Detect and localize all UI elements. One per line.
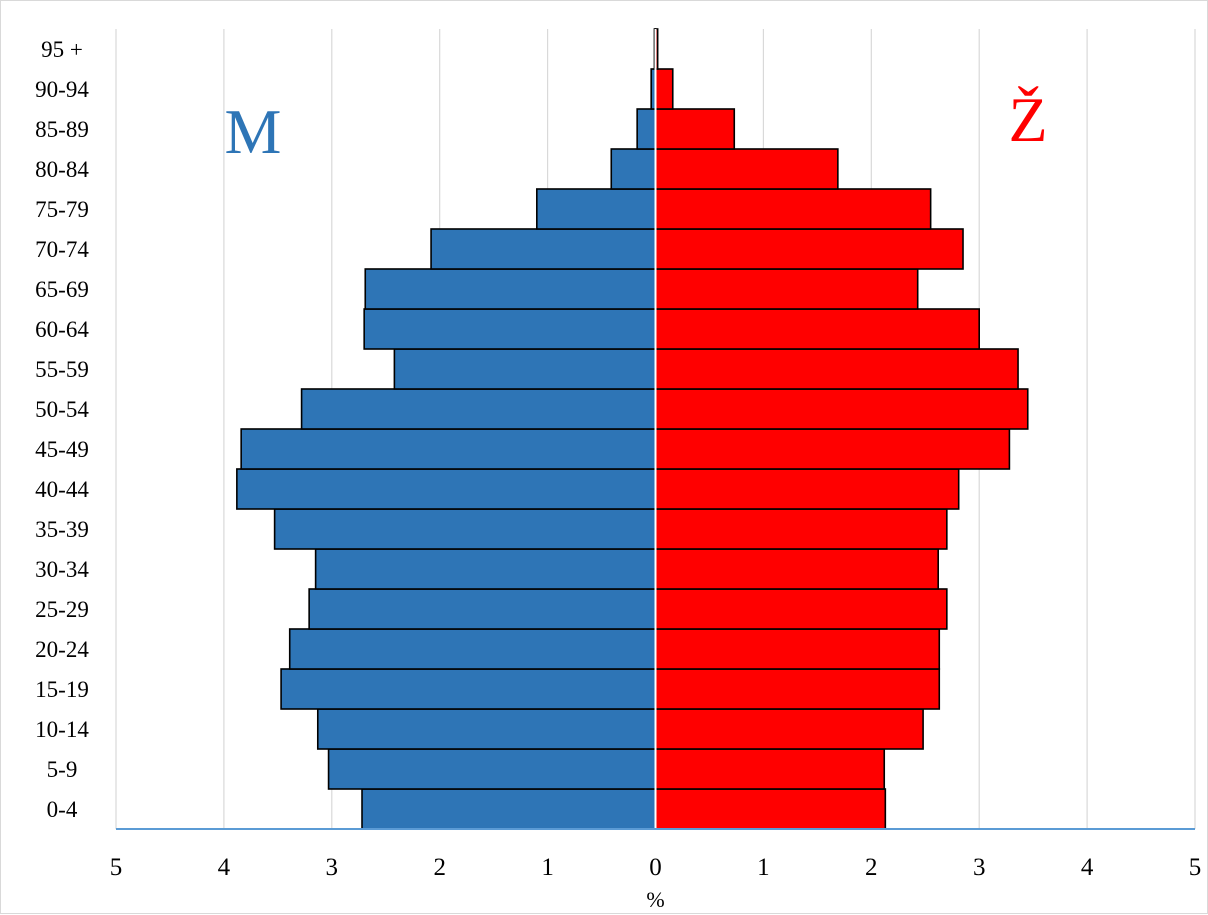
bar-male: [314, 548, 657, 590]
x-tick-label: 0: [649, 854, 662, 881]
category-label: 60-64: [35, 317, 89, 342]
x-tick-label: 4: [1081, 854, 1094, 881]
category-label: 70-74: [35, 237, 89, 262]
x-tick-label: 3: [326, 854, 339, 881]
category-label: 20-24: [35, 637, 89, 662]
bar-male: [273, 508, 657, 550]
bar-male: [361, 788, 657, 830]
category-label: 25-29: [35, 597, 89, 622]
bar-female: [654, 748, 886, 790]
category-label: 55-59: [35, 357, 89, 382]
category-label: 35-39: [35, 517, 89, 542]
bar-male: [288, 628, 657, 670]
bars-male: [236, 28, 657, 830]
x-tick-label: 4: [218, 854, 231, 881]
x-tick-label: 3: [973, 854, 986, 881]
category-label: 85-89: [35, 117, 89, 142]
category-label: 90-94: [35, 77, 89, 102]
bar-female: [654, 668, 941, 710]
bar-female: [654, 788, 887, 830]
bar-male: [240, 428, 657, 470]
x-tick-labels: 5 4 3 2 1 0 1 2 3 4 5: [110, 854, 1202, 881]
bar-male: [280, 668, 657, 710]
bar-female: [654, 148, 839, 190]
category-labels: 0-4 5-9 10-14 15-19 20-24 25-29 30-34 35-39 40-4…: [35, 37, 89, 822]
category-label: 10-14: [35, 717, 89, 742]
bars-female: [654, 28, 1029, 830]
bar-female: [654, 508, 948, 550]
x-tick-label: 2: [865, 854, 878, 881]
category-label: 0-4: [47, 797, 78, 822]
bar-female: [654, 428, 1011, 470]
category-label: 40-44: [35, 477, 89, 502]
bar-male: [393, 348, 657, 390]
x-tick-label: 5: [110, 854, 123, 881]
x-tick-label: 1: [757, 854, 770, 881]
x-tick-label: 5: [1189, 854, 1202, 881]
bar-female: [654, 548, 939, 590]
bar-female: [654, 228, 964, 270]
category-label: 45-49: [35, 437, 89, 462]
bar-female: [654, 388, 1029, 430]
series-label-male: M: [225, 96, 282, 167]
bar-female: [654, 268, 919, 310]
series-label-female: Ž: [1008, 84, 1047, 155]
category-label: 15-19: [35, 677, 89, 702]
bar-male: [316, 708, 657, 750]
bar-male: [236, 468, 657, 510]
bar-female: [654, 348, 1019, 390]
bar-female: [654, 708, 924, 750]
x-axis-label: %: [646, 887, 664, 912]
category-label: 50-54: [35, 397, 89, 422]
x-tick-label: 1: [541, 854, 554, 881]
category-label: 75-79: [35, 197, 89, 222]
bar-male: [300, 388, 657, 430]
bar-female: [654, 308, 981, 350]
bar-female: [654, 628, 941, 670]
bar-female: [654, 588, 948, 630]
category-label: 65-69: [35, 277, 89, 302]
bar-female: [654, 108, 736, 150]
category-label: 80-84: [35, 157, 89, 182]
bar-male: [610, 148, 657, 190]
bar-female: [654, 468, 960, 510]
bar-male: [364, 268, 657, 310]
category-label: 5-9: [47, 757, 78, 782]
bar-male: [308, 588, 657, 630]
x-tick-label: 2: [433, 854, 446, 881]
bar-male: [327, 748, 657, 790]
bar-male: [536, 188, 657, 230]
bar-female: [654, 68, 674, 110]
category-label: 30-34: [35, 557, 89, 582]
bar-male: [430, 228, 657, 270]
bar-male: [363, 308, 657, 350]
category-label: 95 +: [41, 37, 83, 62]
bar-male: [636, 108, 657, 150]
bar-female: [654, 188, 932, 230]
